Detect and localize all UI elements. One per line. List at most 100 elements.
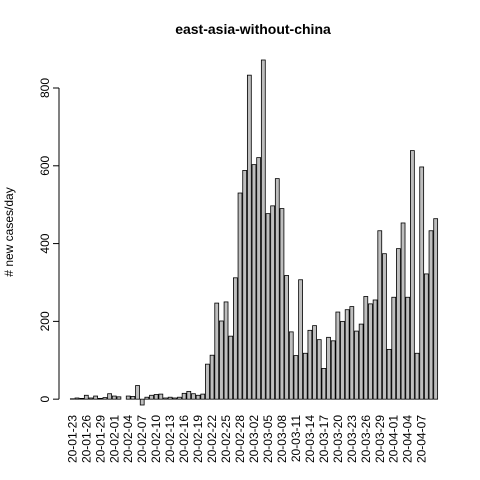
x-tick-label: 20-03-29: [373, 415, 387, 463]
bar: [149, 394, 154, 400]
bar: [223, 301, 229, 400]
x-tick-label: 20-01-29: [93, 415, 107, 463]
x-tick-label: 20-03-05: [261, 415, 275, 463]
x-tick-label: 20-03-11: [289, 415, 303, 462]
y-tick-label: 600: [38, 155, 52, 175]
bar: [237, 192, 243, 400]
bar: [167, 396, 173, 400]
x-tick-label: 20-02-28: [233, 415, 247, 463]
bar: [181, 392, 187, 400]
bar: [93, 395, 98, 400]
bar: [251, 164, 257, 400]
x-tick-label: 20-01-23: [65, 415, 79, 463]
bar: [116, 396, 122, 400]
bar: [256, 157, 262, 400]
bar: [130, 396, 136, 400]
bar: [391, 296, 397, 400]
bar: [260, 59, 266, 400]
x-tick-label: 20-02-19: [191, 415, 205, 463]
bar: [135, 385, 140, 400]
bar: [233, 277, 238, 400]
bar: [186, 390, 192, 400]
y-axis-label: # new cases/day: [2, 187, 16, 276]
bar: [88, 397, 94, 400]
bar: [372, 299, 378, 400]
x-tick-label: 20-02-04: [121, 415, 135, 463]
x-tick-label: 20-02-07: [135, 415, 149, 463]
x-tick-label: 20-03-20: [331, 415, 345, 463]
bar: [302, 352, 308, 400]
x-tick-label: 20-03-23: [345, 415, 359, 463]
y-tick-label: 400: [38, 233, 52, 253]
bar: [330, 340, 336, 400]
bar: [363, 296, 369, 400]
bar: [200, 393, 206, 400]
bar: [354, 330, 359, 400]
bar: [107, 393, 112, 400]
bar: [163, 397, 168, 400]
bar: [419, 166, 425, 400]
x-tick-label: 20-02-01: [107, 415, 121, 463]
bar: [246, 74, 252, 400]
bar: [335, 311, 341, 400]
x-tick-label: 20-02-16: [177, 415, 191, 463]
y-tick-label: 0: [38, 396, 52, 403]
bar: [177, 396, 182, 400]
bar: [377, 230, 383, 400]
bar: [214, 302, 220, 400]
bar: [307, 329, 313, 400]
bar: [423, 273, 429, 400]
bar: [405, 296, 411, 400]
bar: [205, 363, 210, 400]
bar: [228, 335, 234, 400]
chart-title: east-asia-without-china: [175, 21, 331, 37]
bar: [83, 394, 89, 400]
bar: [209, 354, 215, 400]
bar: [293, 355, 299, 400]
x-tick-label: 20-01-26: [79, 415, 93, 463]
bar: [298, 279, 303, 400]
x-tick-label: 20-02-10: [149, 415, 163, 463]
bar: [386, 348, 392, 400]
bar: [191, 393, 196, 400]
bar: [153, 394, 159, 400]
bar: [321, 368, 327, 400]
bar: [284, 275, 289, 400]
bar: [270, 205, 275, 400]
bar: [158, 393, 164, 400]
bar: [396, 248, 401, 400]
bar: [358, 323, 364, 400]
bar: [79, 397, 85, 400]
bar: [316, 339, 322, 400]
bar: [368, 303, 373, 400]
bar: [410, 150, 415, 400]
x-tick-label: 20-04-07: [415, 415, 429, 463]
bar: [340, 320, 345, 400]
bar: [111, 395, 117, 400]
x-tick-label: 20-04-04: [401, 415, 415, 463]
bar: [428, 230, 434, 400]
bar: [195, 394, 201, 400]
x-tick-label: 20-02-22: [205, 415, 219, 463]
bar: [414, 352, 420, 400]
bar: [97, 397, 103, 400]
bar: [382, 253, 387, 400]
x-tick-label: 20-04-01: [387, 415, 401, 463]
bar: [74, 397, 80, 400]
x-tick-label: 20-03-14: [303, 415, 317, 463]
bar: [125, 395, 131, 400]
bar: [326, 336, 331, 400]
bar: [265, 213, 271, 400]
bar: [312, 325, 317, 400]
bar: [144, 396, 150, 400]
bar: [344, 309, 350, 400]
x-tick-label: 20-02-13: [163, 415, 177, 463]
bar: [279, 208, 285, 400]
bar: [400, 222, 406, 400]
x-tick-label: 20-03-17: [317, 415, 331, 463]
x-tick-label: 20-02-25: [219, 415, 233, 463]
bar: [288, 331, 294, 400]
bar: [102, 397, 108, 400]
bar: [274, 178, 280, 400]
